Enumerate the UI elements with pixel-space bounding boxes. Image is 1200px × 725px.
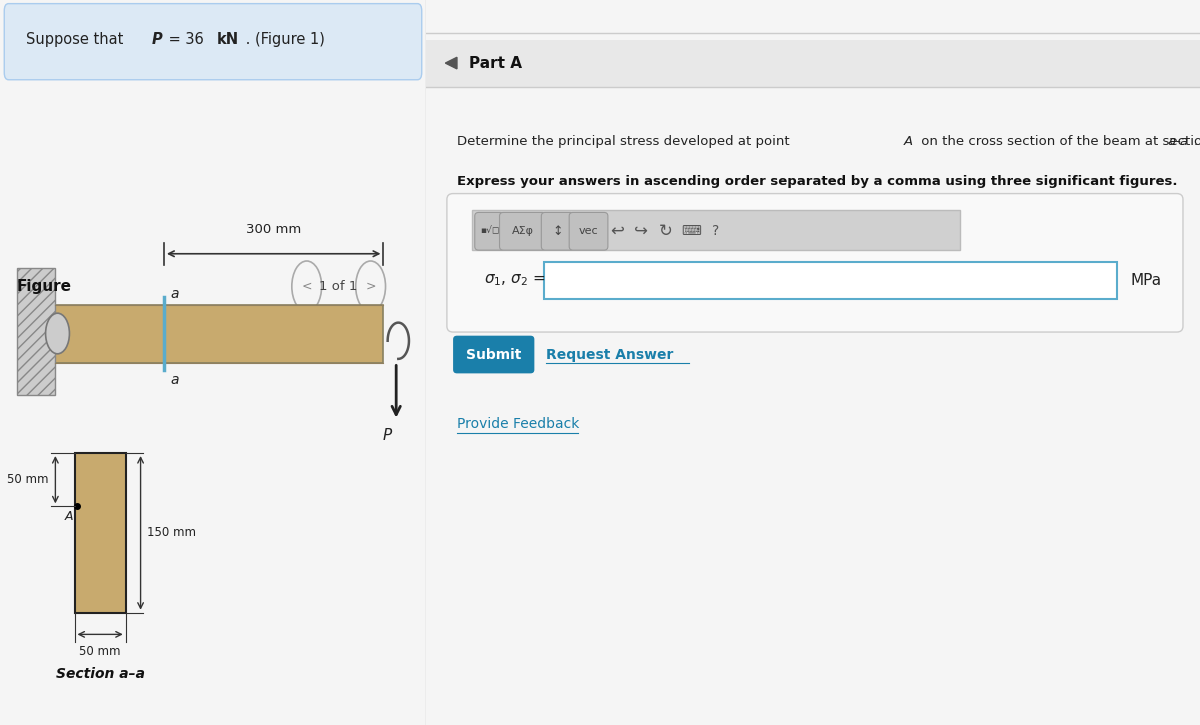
Circle shape: [46, 313, 70, 354]
Text: ?: ?: [712, 223, 719, 238]
Text: Provide Feedback: Provide Feedback: [457, 417, 580, 431]
Bar: [74, 453, 126, 613]
Text: Request Answer: Request Answer: [546, 347, 673, 362]
Text: vec: vec: [578, 226, 599, 236]
Text: ⌨: ⌨: [682, 223, 702, 238]
Bar: [17, 268, 55, 395]
FancyBboxPatch shape: [446, 194, 1183, 332]
Text: P: P: [151, 33, 162, 47]
Text: Submit: Submit: [466, 347, 522, 362]
Text: $A$: $A$: [902, 135, 913, 148]
Text: P: P: [382, 428, 391, 443]
Text: Express your answers in ascending order separated by a comma using three signifi: Express your answers in ascending order …: [457, 175, 1177, 188]
FancyBboxPatch shape: [5, 4, 421, 80]
Text: Part A: Part A: [468, 56, 522, 70]
Bar: [55, 304, 384, 362]
Text: . (Figure 1): . (Figure 1): [241, 33, 324, 47]
Text: 300 mm: 300 mm: [246, 223, 301, 236]
Text: 1 of 1: 1 of 1: [319, 280, 358, 293]
Text: $A$: $A$: [64, 510, 74, 523]
Text: AΣφ: AΣφ: [511, 226, 534, 236]
Text: ↕: ↕: [552, 225, 563, 238]
Text: $a$-$a$: $a$-$a$: [1168, 135, 1189, 148]
FancyBboxPatch shape: [541, 212, 574, 250]
Text: <: <: [301, 280, 312, 293]
FancyBboxPatch shape: [569, 212, 608, 250]
Text: MPa: MPa: [1130, 273, 1162, 288]
Text: Section a–a: Section a–a: [55, 667, 145, 681]
Text: $a$: $a$: [170, 373, 180, 387]
Text: $\sigma_1$, $\sigma_2$ =: $\sigma_1$, $\sigma_2$ =: [484, 273, 546, 289]
Text: >: >: [365, 280, 376, 293]
Text: ▪√◻: ▪√◻: [480, 227, 499, 236]
Text: Suppose that: Suppose that: [25, 33, 127, 47]
Polygon shape: [445, 57, 457, 69]
FancyBboxPatch shape: [544, 262, 1117, 299]
Text: 150 mm: 150 mm: [146, 526, 196, 539]
FancyBboxPatch shape: [499, 212, 546, 250]
Text: $a$: $a$: [170, 287, 180, 301]
Bar: [426, 40, 1200, 87]
Bar: [473, 210, 960, 250]
Text: ↻: ↻: [659, 222, 673, 239]
Text: = 36: = 36: [164, 33, 209, 47]
Text: kN: kN: [216, 33, 239, 47]
Text: 50 mm: 50 mm: [7, 473, 49, 486]
FancyBboxPatch shape: [475, 212, 504, 250]
Text: Determine the principal stress developed at point: Determine the principal stress developed…: [457, 135, 794, 148]
FancyBboxPatch shape: [454, 336, 534, 373]
Text: .: .: [1194, 135, 1198, 148]
Text: Figure: Figure: [17, 279, 72, 294]
Text: 50 mm: 50 mm: [79, 645, 121, 658]
Text: on the cross section of the beam at section: on the cross section of the beam at sect…: [918, 135, 1200, 148]
Text: ↪: ↪: [635, 222, 648, 239]
Text: ↩: ↩: [611, 222, 624, 239]
